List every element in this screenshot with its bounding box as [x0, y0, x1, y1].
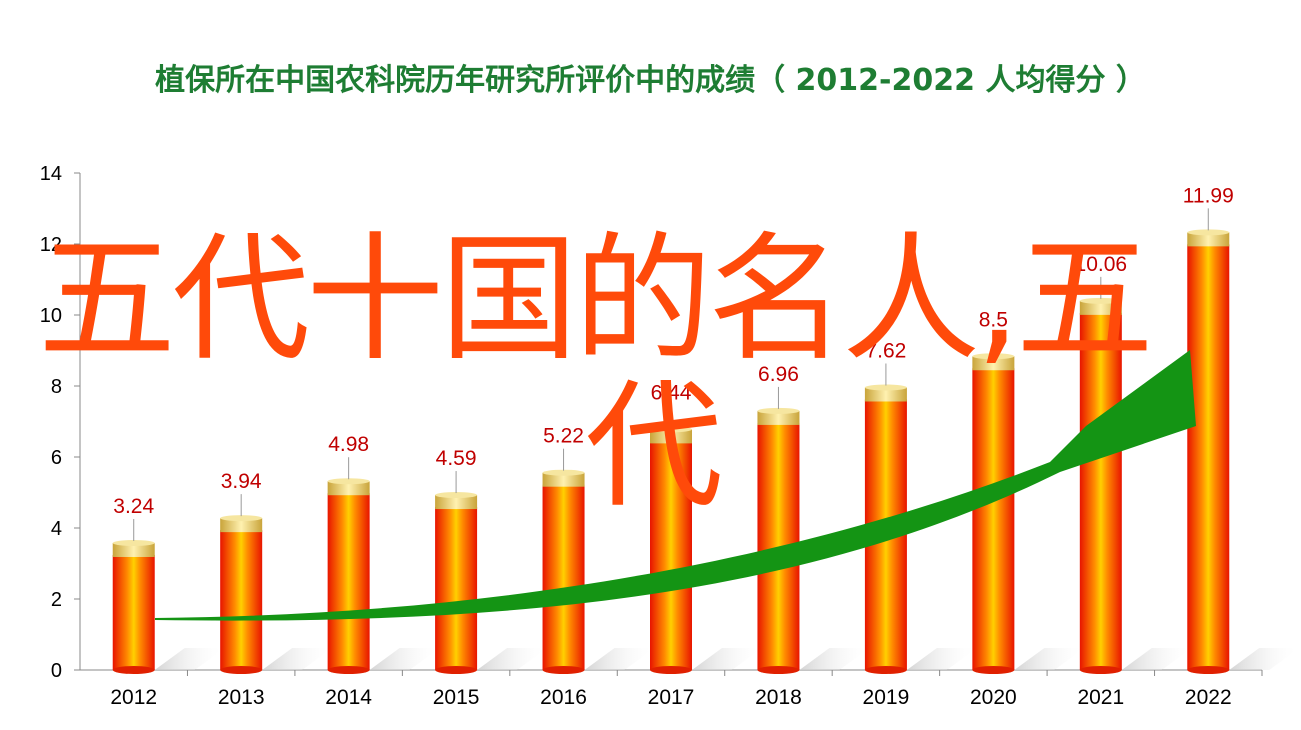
bar-cap — [112, 542, 155, 557]
x-tick-label: 2016 — [540, 686, 587, 709]
value-label: 5.22 — [543, 425, 584, 448]
bar-shadow — [906, 648, 977, 670]
trend-arrow — [155, 350, 1196, 621]
x-tick-label: 2013 — [218, 686, 265, 709]
y-tick-label: 14 — [40, 163, 62, 185]
bar-shadow — [262, 648, 333, 670]
value-label: 6.96 — [758, 363, 799, 386]
bar-shadow — [692, 648, 762, 670]
bar-shadow — [584, 648, 655, 670]
bar-base — [435, 666, 478, 674]
bar-shadow — [1121, 648, 1192, 670]
x-tick-label: 2015 — [433, 686, 480, 709]
y-tick-label: 0 — [51, 660, 62, 682]
bar-base — [112, 666, 155, 674]
bar-cap-top — [435, 492, 478, 499]
bar-cap — [972, 356, 1015, 371]
value-label: 4.59 — [436, 447, 477, 470]
bar-cap — [542, 472, 585, 487]
value-label: 8.5 — [979, 308, 1008, 331]
bar-cap-top — [1187, 229, 1230, 236]
bar-2017 — [650, 441, 692, 670]
bar-cap — [864, 387, 907, 402]
bar-base — [864, 666, 907, 674]
bar-shadow — [799, 648, 870, 670]
x-tick-label: 2021 — [1077, 686, 1124, 709]
bar-base — [757, 666, 800, 674]
value-label: 11.99 — [1183, 184, 1234, 207]
bar-cap — [1079, 300, 1122, 315]
value-label: 6.44 — [651, 381, 692, 404]
bar-shadow — [1229, 648, 1300, 670]
bar-cap — [757, 410, 800, 425]
value-label: 4.98 — [328, 433, 369, 456]
bar-2012 — [112, 554, 155, 670]
bar-2015 — [435, 507, 478, 670]
bar-cap — [1187, 232, 1230, 247]
bar-base — [650, 666, 692, 674]
y-tick-label: 4 — [51, 518, 62, 540]
trend-arrow-icon — [155, 350, 1196, 621]
bar-base — [542, 666, 585, 674]
bar-cap — [327, 481, 370, 496]
bar-2016 — [542, 484, 585, 670]
x-tick-label: 2019 — [863, 686, 910, 709]
bar-cap — [435, 495, 478, 510]
value-label: 7.62 — [865, 339, 906, 362]
bar-shadows — [154, 648, 1300, 670]
bar-base — [1079, 666, 1122, 674]
y-tick-label: 10 — [40, 305, 62, 327]
bars — [112, 229, 1230, 674]
bar-2013 — [220, 530, 263, 670]
bar-shadow — [477, 648, 548, 670]
value-label: 10.06 — [1075, 253, 1128, 276]
bar-cap-top — [542, 469, 585, 476]
x-tick-label: 2018 — [755, 686, 802, 709]
bar-base — [1187, 666, 1230, 674]
value-labels: 3.24 3.94 4.98 4.59 5.22 6.44 6.96 7.62 8.5 10.06… — [113, 184, 1234, 541]
bar-shadow — [1014, 648, 1085, 670]
bar-cap-top — [972, 353, 1015, 360]
bar-cap-top — [220, 515, 263, 522]
chart-title: 植保所在中国农科院历年研究所评价中的成绩（ 2012-2022 人均得分 ） — [155, 63, 1146, 98]
bar-base — [220, 666, 263, 674]
bar-shadow — [369, 648, 440, 670]
bar-cap — [650, 429, 692, 444]
bar-cap-top — [757, 407, 800, 414]
y-ticks: 0 2 4 6 8 10 12 14 — [40, 163, 80, 682]
y-tick-label: 6 — [51, 447, 62, 469]
bar-cap-top — [327, 478, 370, 485]
bar-shadow — [154, 648, 225, 670]
x-tick-label: 2012 — [110, 686, 157, 709]
bar-cap — [220, 518, 263, 533]
y-tick-label: 8 — [51, 376, 62, 398]
x-tick-label: 2017 — [648, 686, 695, 709]
bar-base — [972, 666, 1015, 674]
bar-cap-top — [650, 426, 692, 433]
value-label: 3.24 — [113, 495, 154, 518]
bar-2014 — [327, 493, 370, 670]
y-tick-label: 2 — [51, 589, 62, 611]
bar-2021 — [1079, 312, 1122, 670]
bar-base — [327, 666, 370, 674]
y-tick-label: 12 — [40, 234, 62, 256]
x-tick-label: 2014 — [325, 686, 372, 709]
bar-cap-top — [1079, 297, 1122, 304]
x-tick-label: 2020 — [970, 686, 1017, 709]
x-ticks: 2012 2013 2014 2015 2016 2017 2018 2019 2020 2021… — [110, 670, 1263, 709]
bar-2022 — [1187, 244, 1230, 671]
bar-cap-top — [112, 539, 155, 546]
value-label: 3.94 — [221, 470, 262, 493]
x-tick-label: 2022 — [1185, 686, 1232, 709]
bar-2020 — [972, 368, 1015, 670]
bar-cap-top — [864, 384, 907, 391]
